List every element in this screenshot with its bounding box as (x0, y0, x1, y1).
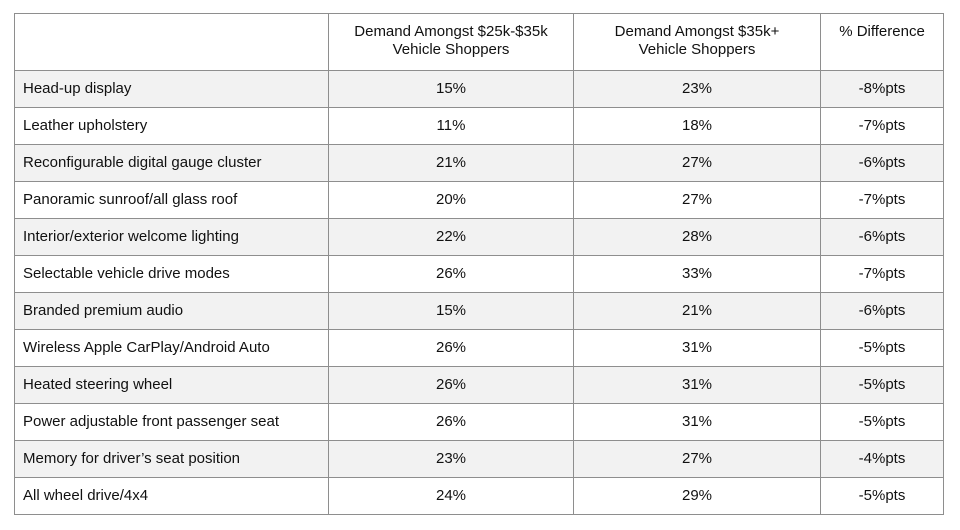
header-demand-25k-35k-line-1: Demand Amongst $25k-$35k (354, 23, 548, 40)
feature-name-cell: Panoramic sunroof/all glass roof (14, 181, 329, 219)
table-row: Selectable vehicle drive modes 26% 33% -7%p… (14, 255, 944, 293)
feature-name-cell: Leather upholstery (14, 107, 329, 145)
header-demand-25k-35k-line-2: Vehicle Shoppers (392, 41, 510, 58)
feature-name-cell: Wireless Apple CarPlay/Android Auto (14, 329, 329, 367)
table-row: Interior/exterior welcome lighting 22% 28%… (14, 218, 944, 256)
table-row: Head-up display 15% 23% -8%pts (14, 70, 944, 108)
demand-25k-35k-cell: 15% (328, 70, 574, 108)
demand-35k-plus-cell: 27% (573, 144, 821, 182)
demand-35k-plus-cell: 27% (573, 440, 821, 478)
table-row: Panoramic sunroof/all glass roof 20% 27% -7… (14, 181, 944, 219)
percent-difference-cell: -7%pts (820, 107, 944, 145)
demand-25k-35k-cell: 26% (328, 403, 574, 441)
table-row: Memory for driver’s seat position 23% 27% -… (14, 440, 944, 478)
demand-35k-plus-cell: 28% (573, 218, 821, 256)
feature-name-cell: All wheel drive/4x4 (14, 477, 329, 515)
demand-25k-35k-cell: 21% (328, 144, 574, 182)
header-demand-25k-35k: Demand Amongst $25k-$35k Vehicle Shopper… (328, 13, 574, 71)
demand-25k-35k-cell: 11% (328, 107, 574, 145)
demand-25k-35k-cell: 23% (328, 440, 574, 478)
header-demand-35k-plus: Demand Amongst $35k+ Vehicle Shoppers (573, 13, 821, 71)
feature-demand-table: Demand Amongst $25k-$35k Vehicle Shopper… (14, 13, 944, 515)
demand-35k-plus-cell: 27% (573, 181, 821, 219)
feature-name-cell: Memory for driver’s seat position (14, 440, 329, 478)
demand-25k-35k-cell: 20% (328, 181, 574, 219)
feature-name-cell: Head-up display (14, 70, 329, 108)
percent-difference-cell: -5%pts (820, 329, 944, 367)
feature-name-cell: Interior/exterior welcome lighting (14, 218, 329, 256)
table-row: Reconfigurable digital gauge cluster 21% 2… (14, 144, 944, 182)
percent-difference-cell: -5%pts (820, 477, 944, 515)
header-demand-35k-plus-line-1: Demand Amongst $35k+ (614, 23, 780, 40)
demand-35k-plus-cell: 31% (573, 403, 821, 441)
demand-25k-35k-cell: 15% (328, 292, 574, 330)
demand-25k-35k-cell: 24% (328, 477, 574, 515)
percent-difference-cell: -6%pts (820, 292, 944, 330)
header-feature (14, 13, 329, 71)
feature-name-cell: Heated steering wheel (14, 366, 329, 404)
demand-35k-plus-cell: 31% (573, 366, 821, 404)
feature-name-cell: Branded premium audio (14, 292, 329, 330)
demand-35k-plus-cell: 33% (573, 255, 821, 293)
table-row: Leather upholstery 11% 18% -7%pts (14, 107, 944, 145)
table-row: Wireless Apple CarPlay/Android Auto 26% 31… (14, 329, 944, 367)
table-row: All wheel drive/4x4 24% 29% -5%pts (14, 477, 944, 515)
demand-35k-plus-cell: 31% (573, 329, 821, 367)
percent-difference-cell: -7%pts (820, 255, 944, 293)
table-body: Head-up display 15% 23% -8%pts Leather uphol… (14, 70, 944, 515)
percent-difference-cell: -4%pts (820, 440, 944, 478)
feature-name-cell: Reconfigurable digital gauge cluster (14, 144, 329, 182)
feature-name-cell: Selectable vehicle drive modes (14, 255, 329, 293)
demand-35k-plus-cell: 23% (573, 70, 821, 108)
percent-difference-cell: -8%pts (820, 70, 944, 108)
demand-25k-35k-cell: 26% (328, 329, 574, 367)
demand-35k-plus-cell: 29% (573, 477, 821, 515)
header-percent-difference: % Difference (820, 13, 944, 71)
percent-difference-cell: -7%pts (820, 181, 944, 219)
percent-difference-cell: -5%pts (820, 366, 944, 404)
table-row: Power adjustable front passenger seat 26%… (14, 403, 944, 441)
header-demand-35k-plus-line-2: Vehicle Shoppers (638, 41, 756, 58)
header-percent-difference-line-1: % Difference (839, 23, 925, 40)
demand-25k-35k-cell: 26% (328, 366, 574, 404)
demand-35k-plus-cell: 21% (573, 292, 821, 330)
feature-name-cell: Power adjustable front passenger seat (14, 403, 329, 441)
percent-difference-cell: -5%pts (820, 403, 944, 441)
table-header-row: Demand Amongst $25k-$35k Vehicle Shopper… (14, 13, 944, 71)
table-row: Branded premium audio 15% 21% -6%pts (14, 292, 944, 330)
demand-25k-35k-cell: 26% (328, 255, 574, 293)
percent-difference-cell: -6%pts (820, 218, 944, 256)
percent-difference-cell: -6%pts (820, 144, 944, 182)
table-row: Heated steering wheel 26% 31% -5%pts (14, 366, 944, 404)
demand-35k-plus-cell: 18% (573, 107, 821, 145)
demand-25k-35k-cell: 22% (328, 218, 574, 256)
